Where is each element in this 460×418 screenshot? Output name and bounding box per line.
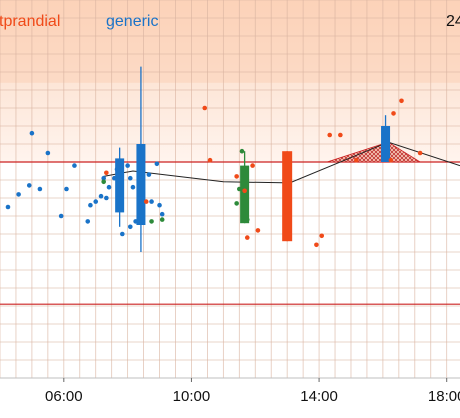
point-generic (88, 202, 93, 208)
point-generic (159, 211, 165, 217)
point-generic (133, 219, 138, 224)
point-generic (98, 193, 104, 199)
point-postprandial (338, 132, 343, 138)
average-trend-line (103, 141, 460, 184)
legend-label-generic: generic (106, 13, 158, 30)
average-line (103, 141, 460, 184)
point-green (159, 217, 165, 222)
x-tick-label: 10:00 (173, 388, 211, 405)
point-postprandial (234, 174, 239, 179)
box-body-green (240, 165, 250, 224)
box-plots (115, 66, 391, 252)
point-generic (127, 224, 133, 230)
point-generic (37, 186, 43, 192)
point-generic (127, 175, 133, 181)
above-limit-shaded-area (326, 141, 422, 163)
point-postprandial (391, 111, 396, 116)
data-points (5, 98, 423, 248)
point-generic (157, 202, 162, 208)
shaded-area (326, 141, 422, 163)
point-generic (149, 199, 154, 204)
point-postprandial (104, 170, 109, 176)
point-generic (112, 175, 117, 181)
point-generic (26, 183, 32, 188)
point-generic (29, 130, 35, 136)
x-tick-label: 14:00 (300, 388, 338, 405)
point-postprandial (327, 132, 333, 138)
point-postprandial (314, 242, 319, 248)
point-generic (130, 184, 136, 190)
point-generic (72, 163, 77, 168)
point-generic (45, 150, 51, 156)
point-postprandial (143, 199, 149, 204)
point-green (234, 201, 239, 206)
top-tint (0, 0, 460, 83)
point-postprandial (354, 157, 359, 163)
legend: tprandial generic (0, 13, 158, 30)
point-postprandial (242, 188, 247, 194)
point-generic (120, 231, 125, 237)
plot-background (0, 0, 460, 162)
point-generic (101, 175, 106, 181)
corner-value-label: 24 (446, 13, 460, 30)
point-generic (85, 219, 91, 224)
point-green (149, 219, 154, 224)
point-postprandial (202, 105, 208, 111)
box-body-generic (115, 158, 125, 213)
point-generic (64, 186, 69, 192)
point-generic (58, 213, 64, 219)
point-postprandial (207, 157, 213, 163)
point-generic (106, 184, 112, 190)
point-postprandial (255, 228, 261, 233)
x-axis: 06:00 10:00 14:00 18:00 (0, 377, 460, 405)
point-postprandial (319, 233, 325, 239)
point-generic (16, 192, 21, 197)
box-body-generic (136, 144, 146, 225)
box-body-generic (381, 126, 391, 162)
x-tick-label: 06:00 (45, 388, 83, 405)
point-generic (5, 204, 11, 210)
point-generic (93, 199, 99, 204)
point-generic (125, 163, 130, 168)
point-postprandial (244, 235, 250, 240)
point-green (237, 186, 242, 192)
x-tick-label: 18:00 (428, 388, 460, 405)
point-postprandial (417, 150, 423, 156)
point-green (101, 179, 106, 185)
point-generic (154, 161, 160, 167)
point-green (244, 217, 250, 222)
point-postprandial (250, 163, 255, 168)
point-generic (114, 166, 120, 172)
box-body-postprandial (282, 151, 293, 242)
point-green (239, 148, 245, 154)
point-generic (146, 172, 152, 177)
point-postprandial (399, 98, 404, 104)
point-generic (104, 195, 109, 201)
point-postprandial (388, 157, 394, 163)
legend-label-postprandial: tprandial (0, 13, 60, 30)
